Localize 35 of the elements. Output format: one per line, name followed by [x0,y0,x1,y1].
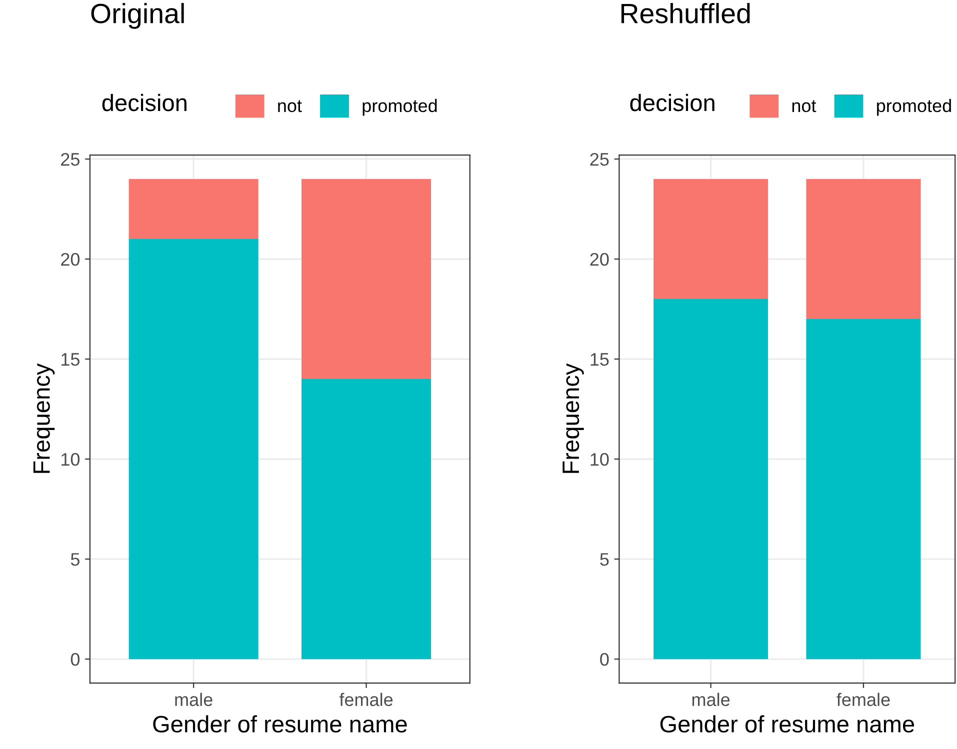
x-tick-label: female [836,692,890,706]
legend-label: not [278,100,302,112]
y-tick-label: 0 [600,653,609,666]
y-tick-label: 20 [61,252,80,266]
legend-label: not [792,100,816,112]
x-axis-title: Gender of resume name [153,715,407,733]
x-axis-title: Gender of resume name [660,715,914,733]
y-tick-label: 25 [590,152,609,166]
y-tick-label: 15 [62,353,80,366]
x-tick-label: male [175,692,212,706]
legend-label: promoted [877,98,951,116]
y-tick-label: 0 [70,653,80,666]
y-axis-title: Frequency [562,363,584,473]
x-tick-label: female [339,692,393,706]
y-tick-label: 5 [70,553,80,566]
y-tick-label: 5 [600,553,609,566]
bar [302,379,432,660]
bar [128,179,258,240]
chart-title: Reshuffled [621,2,750,24]
y-tick-label: 10 [590,453,609,466]
chart-title: Original [91,2,184,29]
bar [654,299,768,660]
bar [806,179,921,320]
legend-title: decision [630,94,714,112]
y-tick-label: 15 [590,353,609,366]
y-tick-label: 25 [61,152,80,166]
bar [654,179,768,300]
x-tick-label: male [692,692,730,706]
y-axis-title: Frequency [33,363,55,473]
legend-label: promoted [362,98,437,116]
legend-title: decision [102,94,186,112]
bar [302,179,432,380]
bar [806,319,921,660]
y-tick-label: 10 [62,453,80,466]
y-tick-label: 20 [590,252,609,266]
